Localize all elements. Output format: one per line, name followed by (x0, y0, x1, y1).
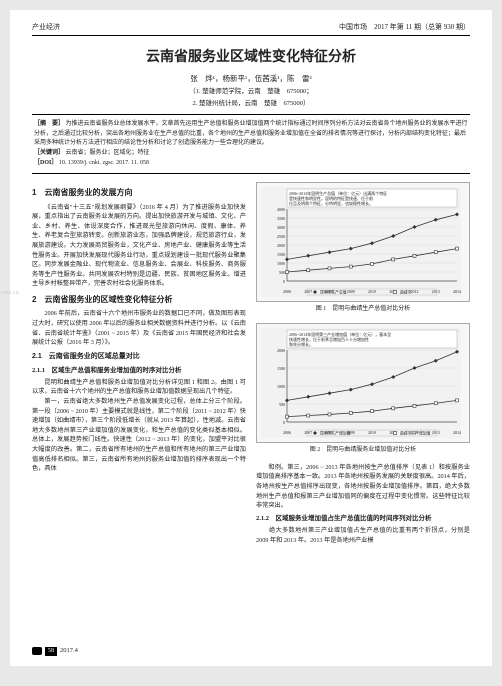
svg-text:昆明市三产增加值: 昆明市三产增加值 (320, 430, 351, 435)
svg-text:昆明市生产总值: 昆明市生产总值 (320, 290, 347, 295)
chart-1-svg: 2006~2014年昆明生产总值（单位：亿元）出满两个特征是快速性和明显性。昆明… (261, 187, 461, 297)
left-column: 1 云南省服务业的发展方向 《云南省"十三五"规划发展纲要》（2016 年 4 … (32, 182, 246, 545)
abstract-label: ［摘 要］ (34, 121, 64, 127)
page: 产业经济 中国市场 2017 年第 11 期（总第 930 期） 云南省服务业区… (10, 10, 492, 666)
svg-text:2009: 2009 (347, 289, 355, 294)
svg-text:2013: 2013 (432, 289, 440, 294)
affiliation-2: 2. 楚雄州统计局，云南 楚雄 675000） (32, 99, 470, 109)
chart-2: 2006~2014年昆明第三产业增加值（单位：亿元），基本呈快速性增长，位于前茅… (256, 323, 470, 443)
para-4: 第一，云南省绝大多数地州生产总值发展变化过程，总体上分三个阶段。第一段（2006… (32, 397, 246, 474)
svg-text:0: 0 (283, 420, 285, 425)
keywords-label: ［关键词］ (34, 150, 64, 156)
svg-text:3000: 3000 (277, 225, 285, 230)
section-2-heading: 2 云南省服务业的区域性变化特征分析 (32, 294, 246, 306)
header-left: 产业经济 (32, 22, 60, 33)
svg-text:2007: 2007 (304, 430, 312, 435)
watermark: com.cn. (1, 290, 20, 296)
chart-1-caption: 图 1 昆明与曲靖生产总值对比分析 (256, 305, 470, 314)
para-2: 2006 年前后，云南省十六个地州市服务业的数据口已不同，做及图形表现过大时，研… (32, 309, 246, 347)
section-2-1-1-heading: 2.1.1 区域生产总值和服务业增加值的时序对比分析 (32, 366, 246, 376)
svg-text:0: 0 (283, 279, 285, 284)
svg-text:2000: 2000 (277, 348, 285, 353)
svg-text:和充分增长。: 和充分增长。 (289, 341, 313, 347)
svg-text:曲靖市: 曲靖市 (400, 290, 412, 295)
svg-text:2014: 2014 (453, 430, 461, 435)
svg-text:2007: 2007 (304, 289, 312, 294)
keywords-text: 云南省；服务业；区域化；特征 (66, 150, 150, 156)
section-2-1-heading: 2.1 云南省服务业的区域总量对比 (32, 352, 246, 363)
svg-text:2006: 2006 (283, 289, 291, 294)
issue-label: 2017.4 (60, 646, 78, 656)
svg-text:2014: 2014 (453, 289, 461, 294)
para-5: 绝大多数地州第三产业增加值占生产总值的比重有两个折拐点，分别是 2009 年和 … (256, 526, 470, 545)
section-2-1-2-heading: 2.1.2 区域服务业增加值占生产总值比值的时间序列对比分析 (256, 514, 470, 524)
para-3: 昆明和曲靖生产总值和服务业增加值对比分析详见图 1 和图 2。由图 1 可以求，… (32, 378, 246, 397)
abstract-box: ［摘 要］ 为推进云南省服务业总体发展水平，文章首先运用生产总值和服务业增加值两… (32, 114, 470, 174)
svg-text:2500: 2500 (277, 234, 285, 239)
doi: ［DOI］ 10. 13939/j. cnki. zgsc. 2017. 11.… (34, 159, 468, 169)
authors: 张 烨¹，杨新平¹，伍茜溪¹，陈 雷² (32, 73, 470, 84)
svg-text:500: 500 (279, 270, 285, 275)
svg-text:2012: 2012 (411, 289, 419, 294)
svg-text:4000: 4000 (277, 207, 285, 212)
keywords: ［关键词］ 云南省；服务业；区域化；特征 (34, 149, 468, 159)
svg-text:2010: 2010 (368, 430, 376, 435)
para-after-charts: 和例。第三，2006 ~ 2013 年各地州按生产总值排序（见表 1）和按服务业… (256, 463, 470, 511)
header-right: 中国市场 2017 年第 11 期（总第 930 期） (339, 22, 470, 33)
svg-text:曲靖市三产增加值: 曲靖市三产增加值 (400, 430, 431, 435)
svg-text:1500: 1500 (277, 366, 285, 371)
right-column: 2006~2014年昆明生产总值（单位：亿元）出满两个特征是快速性和明显性。昆明… (256, 182, 470, 545)
publisher-logo-icon (32, 647, 42, 655)
running-header: 产业经济 中国市场 2017 年第 11 期（总第 930 期） (32, 22, 470, 36)
svg-text:1000: 1000 (277, 261, 285, 266)
body-columns: 1 云南省服务业的发展方向 《云南省"十三五"规划发展纲要》（2016 年 4 … (32, 182, 470, 545)
doi-label: ［DOI］ (34, 160, 57, 166)
footer: 58 2017.4 (32, 646, 78, 656)
svg-text:500: 500 (279, 402, 285, 407)
svg-text:3500: 3500 (277, 216, 285, 221)
svg-text:位且及明两个特征，分特明显，也较稳性增长。: 位且及明两个特征，分特明显，也较稳性增长。 (289, 200, 373, 206)
chart-1: 2006~2014年昆明生产总值（单位：亿元）出满两个特征是快速性和明显性。昆明… (256, 182, 470, 302)
paper-title: 云南省服务业区域性变化特征分析 (32, 46, 470, 67)
svg-text:1500: 1500 (277, 252, 285, 257)
abstract: ［摘 要］ 为推进云南省服务业总体发展水平，文章首先运用生产总值和服务业增加值两… (34, 120, 468, 149)
svg-text:2000: 2000 (277, 243, 285, 248)
affiliation-1: （1. 楚雄师范学院，云南 楚雄 675000； (32, 87, 470, 97)
abstract-text: 为推进云南省服务业总体发展水平，文章首先运用生产总值和服务业增加值两个统计指标通… (34, 121, 468, 146)
svg-text:2013: 2013 (432, 430, 440, 435)
chart-2-svg: 2006~2014年昆明第三产业增加值（单位：亿元），基本呈快速性增长，位于前茅… (261, 328, 461, 438)
para-1: 《云南省"十三五"规划发展纲要》（2016 年 4 月）为了推进服务业加快发展，… (32, 203, 246, 289)
svg-text:2010: 2010 (368, 289, 376, 294)
section-1-heading: 1 云南省服务业的发展方向 (32, 187, 246, 199)
doi-text: 10. 13939/j. cnki. zgsc. 2017. 11. 058 (59, 160, 149, 166)
page-number: 58 (45, 647, 57, 656)
chart-2-caption: 图 2 昆明与曲靖服务业增加值对比分析 (256, 446, 470, 455)
svg-text:1000: 1000 (277, 384, 285, 389)
svg-text:2006: 2006 (283, 430, 291, 435)
